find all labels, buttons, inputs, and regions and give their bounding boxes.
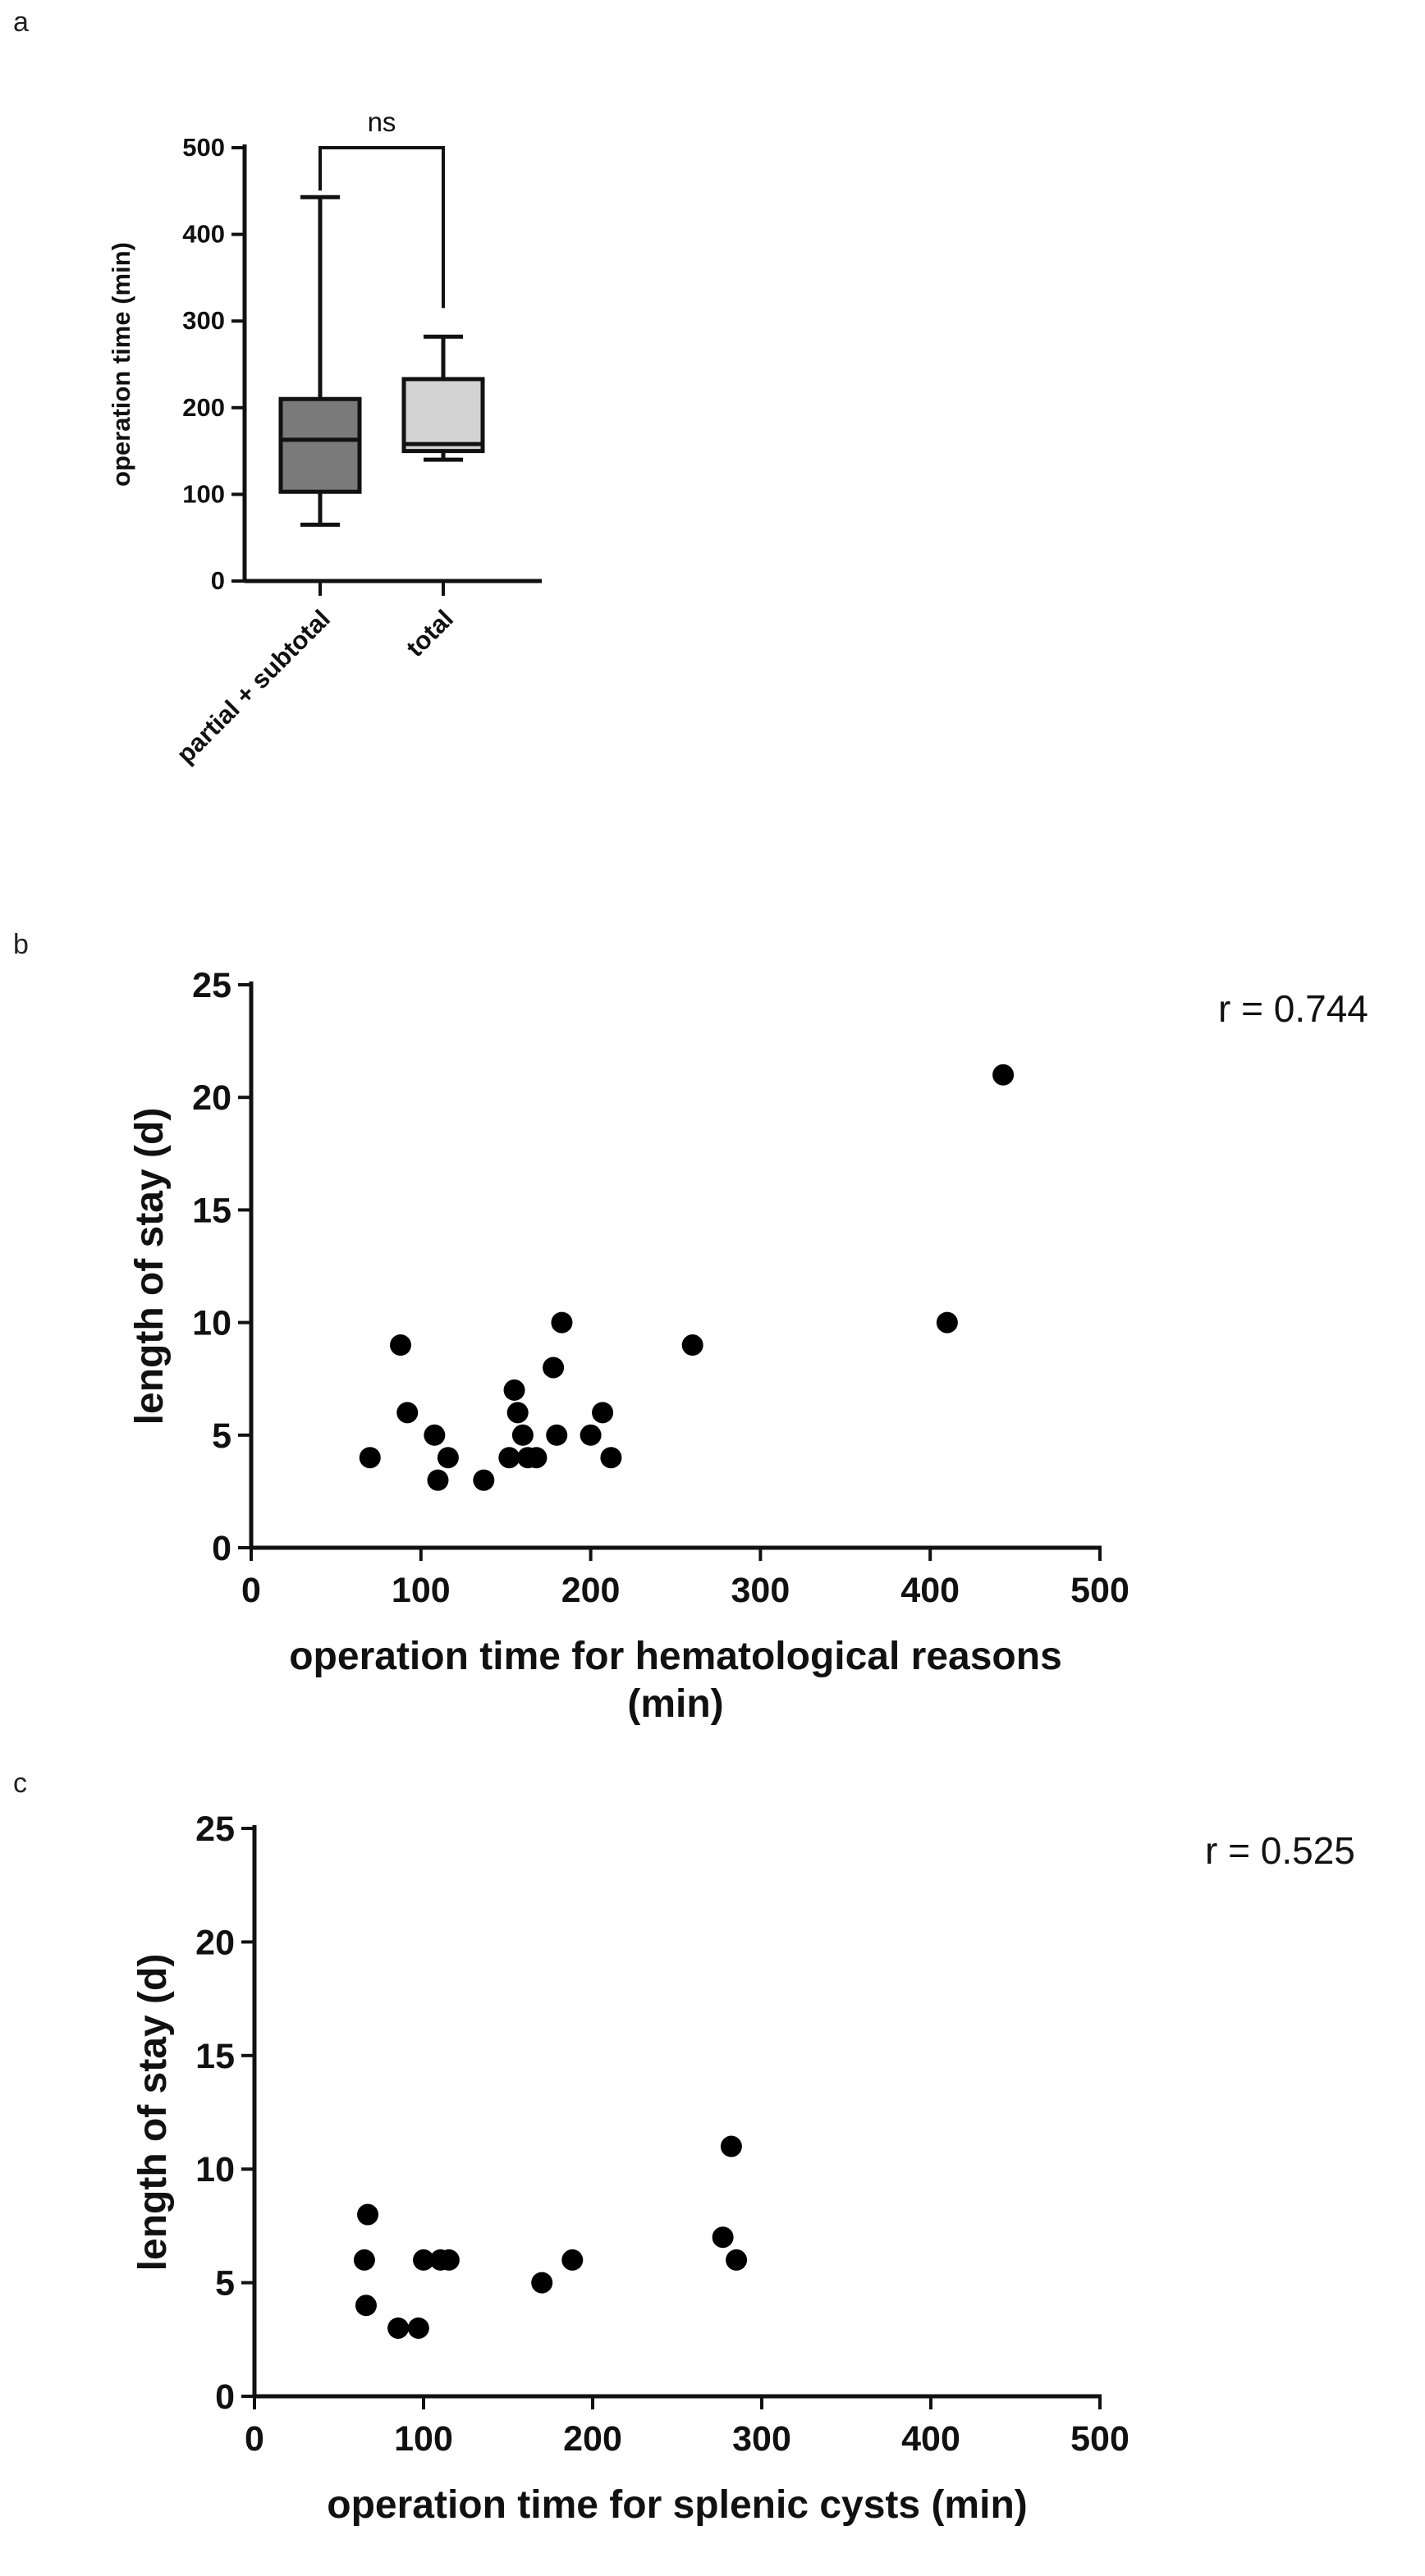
data-point [438,2249,460,2271]
x-tick-label: 100 [394,2419,453,2459]
y-tick-label: 15 [192,1191,231,1230]
box-1 [401,377,485,454]
significance-bracket [318,146,445,309]
data-point [427,1469,449,1491]
x-tick-label: 400 [900,1571,960,1610]
data-point [498,1447,520,1469]
data-point [592,1402,614,1424]
data-point [424,1424,446,1446]
data-point [546,1424,568,1446]
y-tick-label: 20 [195,1923,235,1962]
data-point [396,1402,419,1424]
data-point [531,2272,553,2294]
y-axis-title: operation time (min) [107,242,135,487]
y-tick-label: 10 [195,2150,235,2189]
data-point [561,2249,584,2271]
x-tick-label: 0 [241,1571,261,1610]
x-axis-title-line: (min) [627,1682,723,1726]
y-tick-label: 15 [195,2037,235,2076]
y-tick-label: 100 [182,479,225,508]
data-point [936,1311,958,1334]
data-point [437,1447,459,1469]
x-tick-label: 500 [1070,2419,1129,2459]
x-tick-label: 300 [731,1571,790,1610]
panel-letter-a: a [13,7,29,38]
y-tick-label: 0 [212,1529,231,1568]
x-tick-label: 500 [1070,1571,1129,1610]
x-tick-label: 200 [563,2419,622,2459]
data-point [551,1311,573,1334]
y-tick-label: 10 [192,1304,231,1343]
box-0 [278,396,362,494]
y-tick-label: 200 [182,393,225,422]
correlation-annotation-c: r = 0.525 [1205,1829,1355,1872]
y-tick-label: 0 [211,566,225,595]
data-point [726,2249,748,2271]
y-tick-label: 400 [182,220,225,249]
data-point [511,1424,534,1446]
y-tick-label: 5 [215,2264,235,2304]
data-point [353,2249,375,2271]
data-point [580,1424,602,1446]
y-tick-label: 5 [212,1416,231,1456]
data-point [359,1447,381,1469]
data-point [681,1334,703,1357]
y-tick-label: 500 [182,133,225,162]
y-tick-label: 0 [215,2377,235,2417]
data-point [357,2203,379,2226]
x-tick-label: 200 [561,1571,621,1610]
data-point [389,1334,411,1357]
x-axis-title-line: operation time for splenic cysts (min) [327,2483,1028,2527]
panel-letter-c: c [13,1768,27,1799]
x-tick-label: 100 [392,1571,451,1610]
data-point [387,2317,410,2339]
data-point [355,2295,377,2317]
x-tick-label: 300 [732,2419,791,2459]
x-axis-title-line: operation time for hematological reasons [289,1635,1062,1678]
data-point [525,1447,548,1469]
panel-letter-b: b [13,929,29,960]
data-point [543,1357,565,1379]
data-point [503,1379,525,1401]
data-point [720,2135,742,2157]
x-tick-label: 0 [245,2419,264,2459]
data-point [712,2226,734,2249]
y-tick-label: 20 [192,1078,231,1118]
data-point [413,2249,434,2271]
data-point [473,1469,495,1491]
y-axis-title: length of stay (d) [128,1108,172,1425]
data-point [407,2317,429,2339]
data-point [506,1402,529,1424]
x-tick-label: 400 [901,2419,960,2459]
y-axis-title: length of stay (d) [131,1954,175,2272]
y-tick-label: 300 [182,306,225,335]
significance-label: ns [368,107,396,137]
y-tick-label: 25 [195,1810,235,1849]
y-tick-label: 25 [192,966,231,1005]
data-point [992,1064,1015,1086]
correlation-annotation-b: r = 0.744 [1218,987,1368,1030]
data-point [600,1447,622,1469]
